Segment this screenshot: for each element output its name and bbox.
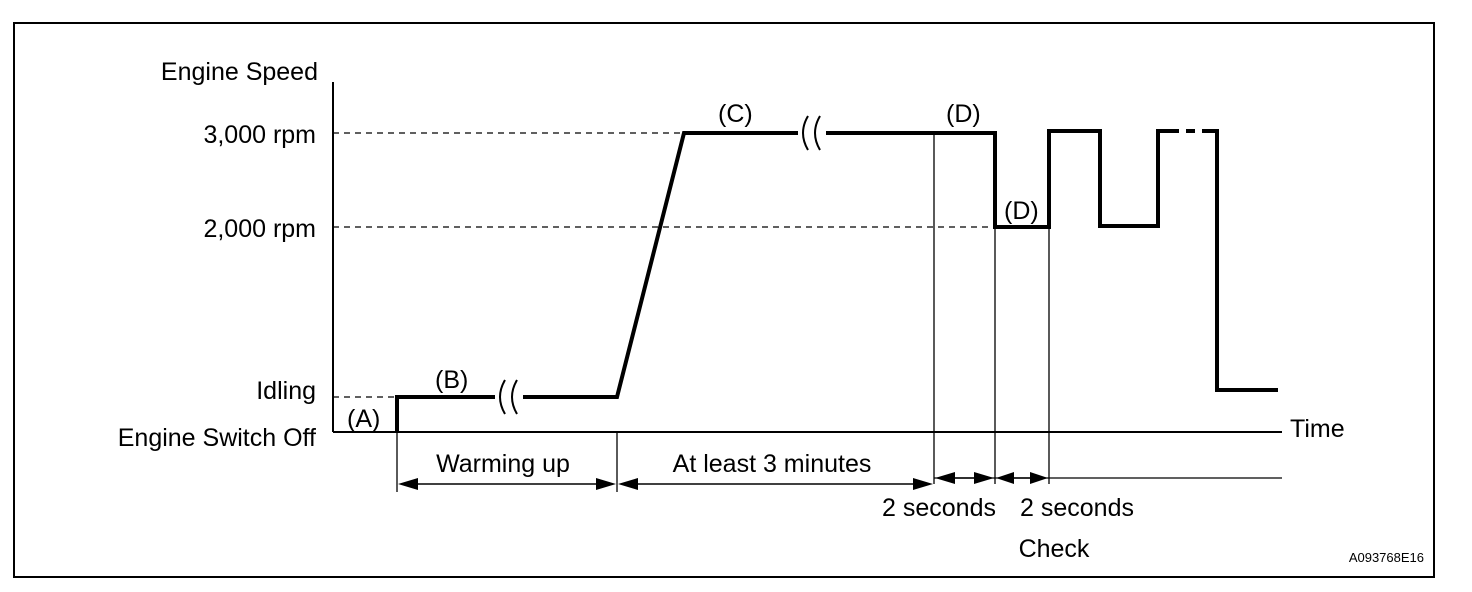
figure-frame — [13, 22, 1435, 578]
figure-code: A093768E16 — [1349, 550, 1424, 565]
duration-label-2-seconds-low: 2 seconds — [1020, 494, 1134, 522]
three-minutes-dimension — [618, 478, 933, 490]
duration-label-warming-up: Warming up — [436, 450, 570, 478]
two-seconds-high-dimension — [935, 472, 994, 484]
break-symbol-3000-rpm — [798, 115, 826, 151]
level-label-idling: Idling — [256, 377, 316, 405]
stage-label-d-low: (D) — [1004, 197, 1039, 225]
break-symbol-idling — [495, 379, 523, 415]
x-axis-title: Time — [1290, 415, 1345, 443]
level-label-3000-rpm: 3,000 rpm — [203, 121, 316, 149]
two-seconds-low-dimension — [996, 472, 1048, 484]
level-label-2000-rpm: 2,000 rpm — [203, 215, 316, 243]
engine-speed-profile — [395, 129, 1170, 432]
stage-label-a: (A) — [347, 405, 380, 433]
y-axis-title: Engine Speed — [161, 58, 318, 86]
profile-return-to-idle — [1205, 129, 1278, 392]
duration-label-2-seconds-high: 2 seconds — [882, 494, 996, 522]
duration-label-at-least-3-minutes: At least 3 minutes — [673, 450, 872, 478]
stage-label-d-high: (D) — [946, 100, 981, 128]
stage-label-c: (C) — [718, 100, 753, 128]
stage-label-b: (B) — [435, 366, 468, 394]
check-label: Check — [1019, 535, 1090, 563]
warming-up-dimension — [398, 478, 616, 490]
level-label-engine-switch-off: Engine Switch Off — [118, 424, 316, 452]
